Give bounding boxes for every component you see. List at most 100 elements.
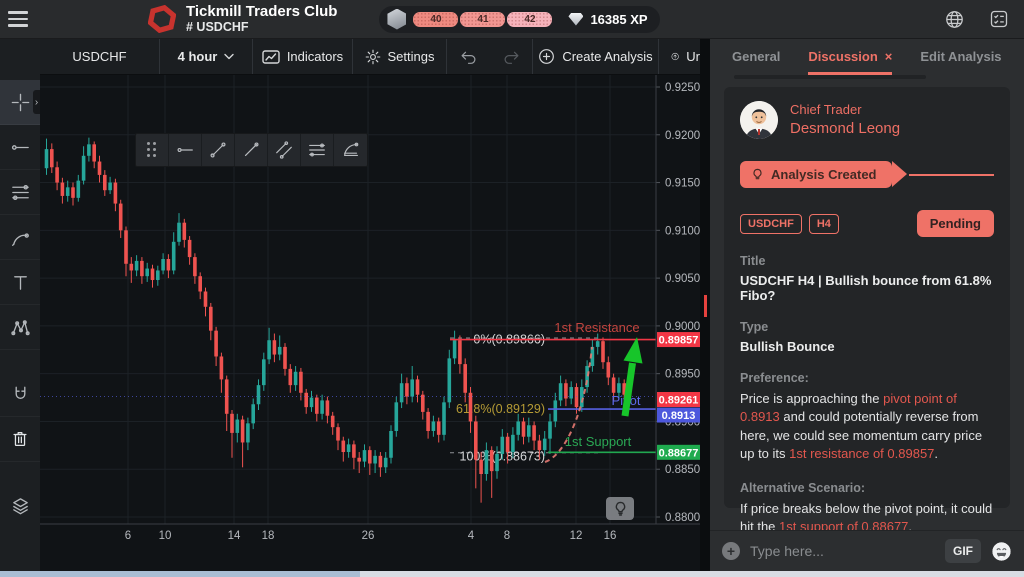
candle-body: [479, 459, 483, 474]
tab-edit-analysis[interactable]: Edit Analysis: [920, 49, 1002, 64]
candle-body: [580, 387, 584, 408]
redo-button[interactable]: [490, 39, 533, 74]
x-axis-label: 16: [604, 530, 617, 542]
symbol-button[interactable]: USDCHF: [40, 39, 160, 74]
floating-draw-toolbar: [135, 133, 368, 167]
candle-body: [378, 455, 383, 468]
grid-layer: [40, 75, 656, 524]
trend-line-icon[interactable]: [202, 134, 235, 166]
analysis-list-icon[interactable]: [990, 10, 1008, 28]
crosshair-tool[interactable]: ›: [0, 80, 40, 125]
level-label: 1st Support: [565, 434, 632, 449]
fib-wedge-icon[interactable]: [334, 134, 367, 166]
remove-drawings-tool[interactable]: [0, 417, 40, 462]
brush-tool[interactable]: [0, 215, 40, 260]
indicators-button[interactable]: Indicators: [253, 39, 353, 74]
x-axis-label: 8: [504, 530, 510, 542]
candle-body: [277, 346, 282, 355]
candle-body: [553, 400, 558, 422]
ray-line-icon[interactable]: [235, 134, 268, 166]
chart-area: 0%(0.89866) 61.8%(0.89129) 100%(0.88673) 1s…: [40, 75, 700, 571]
upload-button[interactable]: Ur: [659, 39, 700, 74]
fib-retracement-icon[interactable]: [301, 134, 334, 166]
analysis-created-ribbon: Analysis Created: [740, 161, 907, 188]
xabcd-pattern-tool[interactable]: [0, 305, 40, 350]
candle-body: [447, 358, 452, 403]
status-badge[interactable]: Pending: [916, 210, 994, 237]
candle-body: [373, 455, 377, 464]
svg-text:0.89857: 0.89857: [659, 335, 699, 347]
tab-discussion[interactable]: Discussion ×: [808, 39, 893, 75]
candle-body: [288, 368, 293, 386]
candle-body: [511, 434, 515, 453]
candle-body: [87, 144, 91, 156]
candle-body: [357, 457, 361, 462]
menu-icon[interactable]: [8, 11, 38, 27]
projection-arrow-head: [623, 337, 643, 364]
create-analysis-button[interactable]: Create Analysis: [533, 39, 659, 74]
candlestick-chart[interactable]: 0%(0.89866)61.8%(0.89129)100%(0.88673)1s…: [40, 75, 700, 571]
timeframe-badge: H4: [808, 213, 839, 234]
emoji-icon[interactable]: [991, 541, 1012, 562]
attach-icon[interactable]: +: [722, 542, 740, 560]
preference-label: Preference:: [740, 371, 809, 385]
candle-body: [246, 423, 250, 443]
candle-body: [558, 383, 563, 401]
undo-button[interactable]: [447, 39, 490, 74]
candle-body: [495, 453, 499, 472]
candle-body: [325, 400, 330, 416]
levels-layer: 1st ResistancePivot1st Support: [450, 320, 656, 454]
candle-body: [267, 340, 271, 360]
toolbar-drag-handle[interactable]: [136, 134, 169, 166]
chevron-down-icon: [224, 53, 235, 60]
ribbon-row: Analysis Created: [740, 161, 994, 188]
drawing-tools-sidebar: ›: [0, 39, 40, 571]
candle-body: [622, 383, 626, 395]
timeframe-dropdown[interactable]: 4 hour: [160, 39, 253, 74]
gif-button[interactable]: GIF: [945, 539, 981, 563]
price-tag: 0.88677: [657, 444, 700, 460]
trend-line-tool[interactable]: [0, 125, 40, 170]
resize-handle[interactable]: [703, 295, 707, 317]
idea-bulb-button[interactable]: [606, 497, 634, 520]
candle-body: [330, 415, 335, 428]
close-icon[interactable]: ×: [884, 49, 893, 64]
candle-body: [458, 340, 462, 365]
chat-input[interactable]: [750, 543, 935, 559]
magnet-tool[interactable]: [0, 372, 40, 417]
x-axis-label: 10: [159, 530, 172, 542]
bottom-strip: [0, 571, 1024, 577]
candle-body: [171, 241, 176, 271]
horizontal-line-icon[interactable]: [169, 134, 202, 166]
candle-body: [595, 341, 600, 347]
level-segment: 41: [460, 11, 506, 27]
level-label: 1st Resistance: [554, 320, 639, 335]
fib-retracement-tool[interactable]: [0, 170, 40, 215]
candle-body: [431, 421, 436, 431]
candle-body: [251, 404, 255, 424]
parallel-channel-icon[interactable]: [268, 134, 301, 166]
globe-icon[interactable]: [945, 10, 964, 29]
candle-body: [256, 385, 261, 405]
candle-body: [92, 144, 96, 162]
chat-input-bar: + GIF: [710, 530, 1024, 571]
tab-general[interactable]: General: [732, 49, 781, 64]
text-tool[interactable]: [0, 260, 40, 305]
object-tree-tool[interactable]: [0, 484, 40, 529]
expand-tools-icon[interactable]: ›: [33, 90, 40, 114]
candle-body: [113, 182, 118, 204]
candle-body: [452, 340, 457, 359]
settings-button[interactable]: Settings: [353, 39, 447, 74]
candle-body: [304, 392, 308, 408]
level-progress[interactable]: 40 41 42 16385 XP: [379, 5, 660, 33]
candle-body: [500, 436, 505, 454]
fib-618-label: 61.8%(0.89129): [456, 402, 545, 416]
chart-section: USDCHF 4 hour Indicators Settings: [40, 39, 700, 571]
candle-body: [601, 341, 605, 363]
level-segment: 40: [413, 11, 459, 27]
tab-scrollbar[interactable]: [734, 75, 926, 79]
